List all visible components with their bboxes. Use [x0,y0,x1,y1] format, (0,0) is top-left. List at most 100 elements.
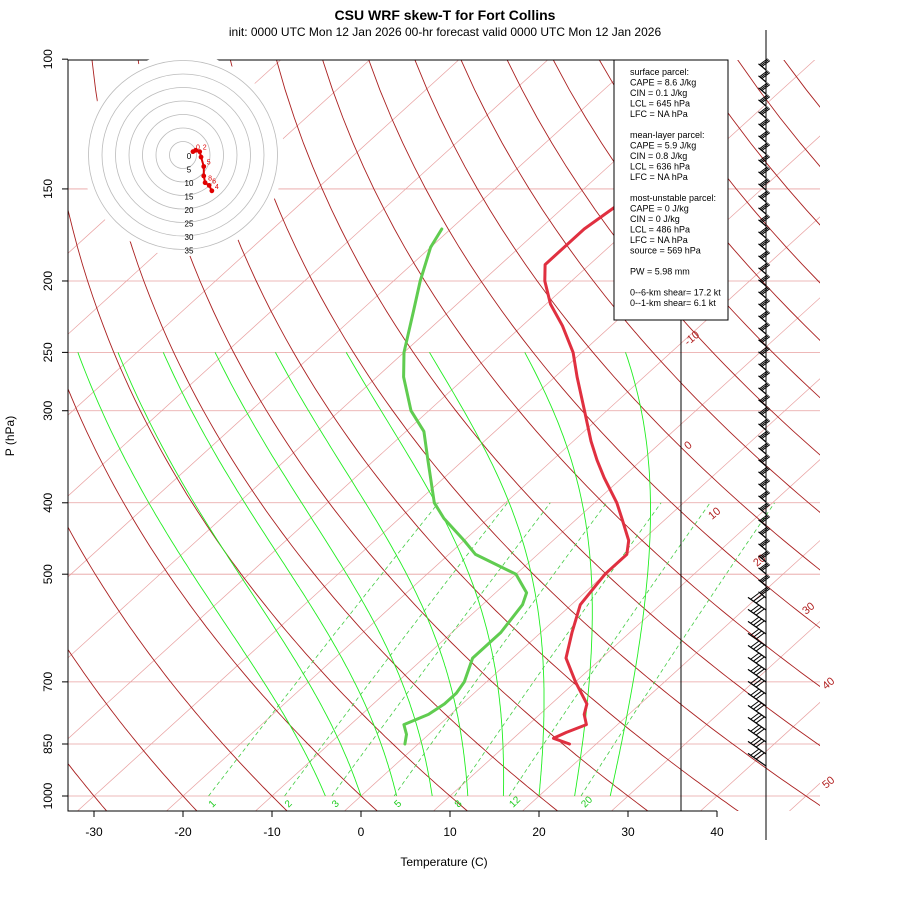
barb-staff [747,728,767,743]
barb-flag [760,299,770,307]
barb-flag [755,596,765,604]
barb-flag [759,202,768,210]
barb-flag [761,468,771,475]
isotherm-line [68,60,638,578]
barb-flag [759,430,768,438]
barb-flag [759,490,768,498]
barb-flag [759,358,768,366]
barb-flag [755,740,765,748]
barb-flag [761,84,771,91]
wind-barb [758,406,771,419]
dry-adiabat-line [876,59,900,811]
barb-flag [755,680,765,688]
barb-flag [759,226,768,234]
barb-flag [755,752,765,760]
hodograph-point [193,147,199,153]
barb-flag [759,238,768,246]
barb-flag [750,712,759,720]
hodograph-point [201,164,207,169]
wind-barb [758,238,771,251]
info-line: 0--1-km shear= 6.1 kt [630,298,716,308]
info-line: source = 569 hPa [630,246,701,256]
x-tick-label: 0 [358,825,365,839]
barb-flag [761,204,771,211]
barb-flag [759,82,768,90]
wind-barb [747,724,767,743]
info-line: PW = 5.98 mm [630,267,690,277]
wind-barb [758,454,771,467]
barb-flag [761,540,771,547]
barb-flag [761,360,771,367]
barb-flag [761,96,771,103]
barb-flag [759,118,768,126]
barb-flag [755,632,765,640]
wind-barb [758,82,771,95]
barb-flag [759,526,768,534]
barb-flag [750,652,759,660]
info-line: 0--6-km shear= 17.2 kt [630,288,721,298]
dry-adiabat-line [276,60,820,747]
barb-flag [753,702,762,710]
barb-staff [747,692,767,707]
dry-adiabat-line [229,60,820,807]
wind-barb [758,574,771,587]
dry-adiabat-line [414,60,820,571]
y-tick-label: 400 [41,492,55,512]
x-tick-label: -20 [174,825,192,839]
wind-barb [758,394,771,407]
wind-barb [758,538,771,551]
barb-flag [753,750,762,758]
barb-flag [755,620,765,628]
barb-flag [759,310,768,318]
barb-flag [759,142,768,150]
barb-flag [759,550,768,558]
wind-barb [758,442,771,455]
hodograph-ring-label: 30 [185,233,194,242]
barb-flag [759,502,768,510]
barb-flag [760,59,770,67]
barb-flag [755,716,765,724]
hodograph-ring-label: 10 [185,179,194,188]
mixing-ratio-line [393,502,607,797]
barb-flag [760,575,770,583]
barb-flag [760,95,770,103]
info-line: CIN = 0.1 J/kg [630,88,687,98]
wind-barbs [747,58,771,767]
wind-barb [758,430,771,443]
wind-barb [758,370,771,383]
wind-barb [758,586,771,599]
moist-adiabat-line [117,352,362,797]
isotherm-line [610,620,820,811]
mixing-ratio-line [508,502,711,797]
barb-staff [747,680,767,695]
barb-flag [760,527,770,535]
barb-flag [760,83,770,91]
hodograph-ring [155,127,211,183]
barb-flag [761,384,771,391]
y-tick-label: 700 [41,672,55,692]
barb-flag [760,503,770,511]
barb-flag [759,514,768,522]
wind-barb [758,514,771,527]
hodograph-ring-label: 20 [185,206,194,215]
wind-barb [758,382,771,395]
barb-flag [759,586,768,594]
barb-flag [761,408,771,415]
barb-flag [760,551,770,559]
y-tick-label: 100 [41,49,55,69]
mixing-ratio-label: 5 [392,798,404,810]
barb-flag [755,692,765,700]
barb-flag [761,168,771,175]
barb-flag [759,322,768,330]
info-line: LCL = 486 hPa [630,225,690,235]
hodograph-point [197,149,203,155]
barb-flag [760,587,770,595]
mixing-ratio-label: 8 [453,798,465,810]
barb-flag [761,60,771,67]
y-tick-label: 300 [41,400,55,420]
info-line: LFC = NA hPa [630,172,688,182]
y-tick-label: 1000 [41,782,55,809]
isotherm-line [68,60,549,497]
